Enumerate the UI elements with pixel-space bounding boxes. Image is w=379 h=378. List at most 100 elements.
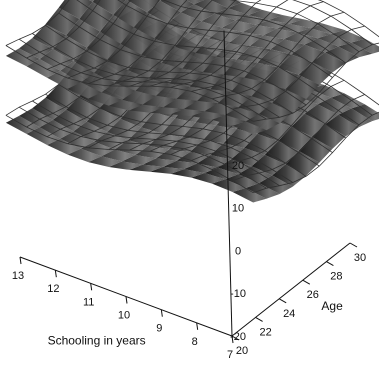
lower-shaded-surface-facet [189,140,224,155]
upper-shaded-surface-facet [150,107,184,115]
upper-shaded-surface-facet [156,83,190,99]
lower-shaded-surface-facet [141,112,175,134]
upper-shaded-surface-facet [184,100,218,112]
upper-shaded-surface-facet [127,0,161,13]
upper-shaded-surface-facet [212,114,246,126]
lower-shaded-surface-facet [19,108,53,128]
upper-shaded-surface-facet [272,89,307,113]
lower-shaded-surface-facet [161,118,196,138]
upper-shaded-surface-facet [167,12,202,33]
lower-shaded-surface-facet [67,148,102,163]
z-tick-label: -10 [230,288,246,300]
upper-wireframe-surface-line [45,25,294,114]
upper-shaded-surface-facet [304,38,339,53]
lower-shaded-surface-facet [203,125,237,144]
upper-shaded-surface-facet [186,0,204,5]
schooling-tick-label: 13 [12,270,24,282]
upper-wireframe-surface-line [317,0,379,38]
upper-shaded-surface-facet [222,20,256,33]
lower-shaded-surface-facet [232,188,267,203]
lower-shaded-surface-facet [60,131,95,149]
upper-shaded-surface-facet [89,0,95,2]
lower-shaded-surface-facet [169,137,203,153]
upper-shaded-surface-facet [142,95,177,108]
lower-shaded-surface-facet [184,163,218,173]
lower-shaded-surface-facet [142,158,177,167]
lower-shaded-surface-facet [66,96,100,122]
z-tick-label: 10 [232,203,244,215]
upper-shaded-surface-facet [79,1,114,32]
upper-shaded-surface-facet [269,15,303,24]
lower-shaded-surface-facet [330,93,365,109]
schooling-tick-mark [196,322,199,330]
upper-shaded-surface-facet [210,74,245,92]
upper-shaded-surface-facet [245,113,280,131]
axes-group: 13 12 11 10 9 8 7 Schooling in years 20 22 24 26 28 3… [12,30,366,361]
lower-shaded-surface-facet [311,124,346,149]
schooling-tick-mark [19,256,22,265]
schooling-tick-mark [231,335,234,344]
upper-shaded-surface-facet [214,8,249,21]
upper-shaded-surface-facet [170,108,205,117]
upper-shaded-surface-facet [197,89,231,104]
upper-shaded-surface-facet [257,49,292,68]
age-tick-label: 30 [354,252,366,264]
upper-shaded-surface-facet [19,38,53,59]
upper-shaded-surface-facet [298,62,333,85]
upper-shaded-surface-facet [100,14,134,44]
lower-shaded-surface-facet [298,136,333,163]
lower-shaded-surface-facet [238,166,273,184]
age-tick-label: 26 [307,289,319,301]
lower-shaded-surface-facet [217,159,252,175]
upper-shaded-surface-facet [92,0,126,15]
upper-shaded-surface-facet [86,31,121,60]
lower-shaded-surface-facet [101,149,136,162]
lower-shaded-surface-facet [197,155,231,168]
upper-shaded-surface-facet [263,28,298,40]
schooling-tick-mark [54,270,57,278]
lower-shaded-surface-facet [32,97,67,120]
lower-shaded-surface-facet [251,154,286,176]
schooling-tick-mark [125,296,128,304]
upper-shaded-surface-facet [251,82,286,103]
lower-shaded-surface-facet [94,132,128,150]
upper-shaded-surface-facet [88,92,123,106]
upper-wireframe-surface-line [58,12,307,106]
lower-shaded-surface-facet [325,114,359,137]
age-tick-mark [278,298,287,304]
upper-shaded-surface-facet [208,27,243,43]
upper-shaded-surface-facet [223,59,258,78]
upper-shaded-surface-facet [194,0,228,14]
upper-shaded-surface-facet [5,48,40,67]
upper-shaded-surface-facet [129,104,164,113]
upper-shaded-surface-facet [270,39,305,55]
upper-shaded-surface-facet [204,103,239,115]
upper-shaded-surface-facet [161,46,196,69]
upper-shaded-surface-facet [94,59,128,83]
schooling-tick-label: 7 [227,349,233,361]
lower-shaded-surface-facet [212,179,246,192]
upper-wireframe-surface-line [292,0,373,46]
upper-shaded-surface-facet [351,38,379,54]
lower-shaded-surface-facet [39,119,74,139]
age-tick-mark [255,316,263,322]
upper-wireframe-surface-line [18,38,267,120]
age-tick-mark [349,242,358,248]
upper-shaded-surface-facet [244,62,279,83]
upper-shaded-surface-facet [264,67,299,90]
upper-shaded-surface-facet [276,23,311,33]
age-tick-label: 24 [283,308,295,320]
schooling-axis-title: Schooling in years [48,333,146,347]
upper-shaded-surface-facet [310,23,345,35]
lower-shaded-surface-facet [191,173,226,184]
upper-shaded-surface-facet [122,90,156,105]
age-tick-label: 20 [236,345,248,357]
upper-shaded-surface-facet [66,19,100,48]
schooling-tick-mark [160,309,163,317]
lower-shaded-surface-facet [128,127,162,146]
upper-shaded-surface-facet [176,86,211,101]
schooling-tick-label: 11 [83,296,94,308]
lower-wireframe-surface-line [45,93,294,183]
lower-shaded-surface-facet [225,174,259,188]
age-tick-mark [231,335,240,341]
